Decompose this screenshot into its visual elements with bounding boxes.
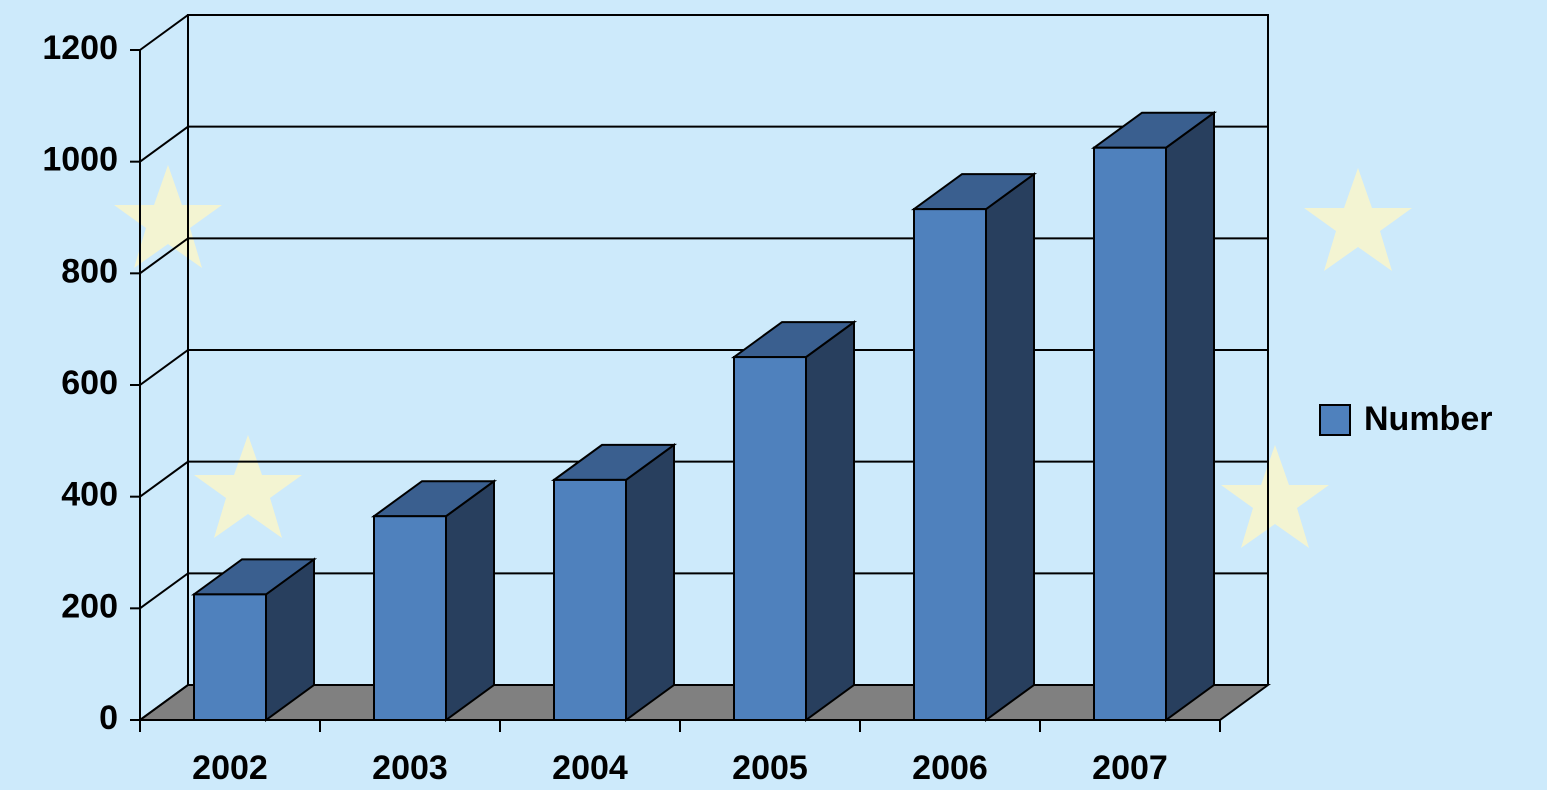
- bar: [913, 208, 987, 721]
- x-tick-label: 2002: [192, 749, 268, 787]
- bar: [373, 515, 447, 721]
- grid-line: [139, 572, 1268, 610]
- x-tick-label: 2003: [372, 749, 448, 787]
- decoration: [114, 165, 1412, 548]
- bar-side: [805, 320, 855, 722]
- grid-line: [139, 684, 1268, 721]
- grid-line: [139, 237, 1268, 275]
- grid-line: [139, 14, 1268, 51]
- x-tick-label: 2005: [732, 749, 808, 787]
- y-tick-label: 600: [61, 364, 118, 402]
- bar-side: [445, 479, 495, 722]
- x-tick-label: 2007: [1092, 749, 1168, 787]
- bar-side: [625, 442, 675, 722]
- bar-side: [1165, 110, 1215, 722]
- x-tick-label: 2004: [552, 749, 628, 787]
- x-tick-label: 2006: [912, 749, 988, 787]
- grid-line: [139, 125, 1268, 163]
- grid-line: [139, 460, 1268, 498]
- y-tick-label: 1200: [42, 29, 118, 67]
- bar-side: [985, 172, 1035, 722]
- y-tick-label: 800: [61, 252, 118, 290]
- bar: [553, 478, 627, 721]
- bar: [733, 356, 807, 721]
- y-tick-label: 1000: [42, 141, 118, 179]
- y-tick-label: 200: [61, 587, 118, 625]
- legend: Number: [1319, 400, 1492, 438]
- legend-label: Number: [1364, 400, 1492, 438]
- bar: [1093, 146, 1167, 722]
- bar: [193, 593, 267, 721]
- grid-line: [139, 349, 1268, 386]
- y-tick-label: 400: [61, 476, 118, 514]
- legend-swatch: [1319, 404, 1351, 436]
- y-tick-label: 0: [99, 699, 118, 737]
